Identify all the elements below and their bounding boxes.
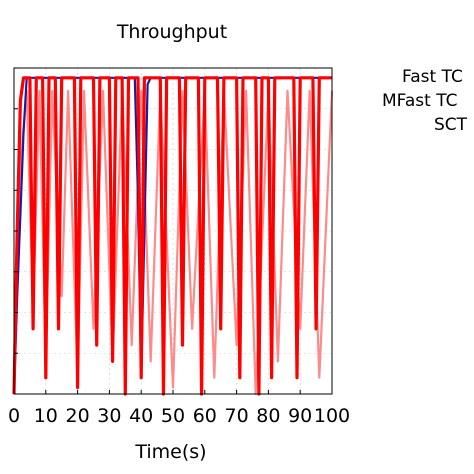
x-tick-label: 30 — [97, 405, 121, 427]
x-tick-label: 80 — [256, 405, 280, 427]
x-tick-label: 20 — [66, 405, 90, 427]
x-ticks: 0 10 20 30 40 50 60 70 80 90 100 — [8, 390, 350, 427]
x-tick-label: 70 — [225, 405, 249, 427]
series-layer — [12, 76, 334, 396]
x-tick-label: 40 — [129, 405, 153, 427]
series-mfast-tc-line — [12, 76, 332, 396]
x-tick-label: 90 — [288, 405, 312, 427]
legend: Fast TC MFast TC SCT — [382, 67, 468, 135]
y-ticks — [14, 108, 18, 354]
legend-entry-label: MFast TC — [382, 91, 458, 111]
chart-title: Throughput — [116, 21, 227, 43]
x-tick-label: 100 — [314, 405, 350, 427]
x-axis-title: Time(s) — [134, 441, 206, 463]
x-tick-label: 10 — [34, 405, 58, 427]
x-tick-label: 60 — [193, 405, 217, 427]
legend-entry-label: Fast TC — [402, 67, 463, 87]
x-tick-label: 50 — [161, 405, 185, 427]
x-tick-label: 0 — [8, 405, 20, 427]
legend-entry-label: SCT — [434, 115, 468, 135]
series-sct-line — [12, 89, 334, 396]
